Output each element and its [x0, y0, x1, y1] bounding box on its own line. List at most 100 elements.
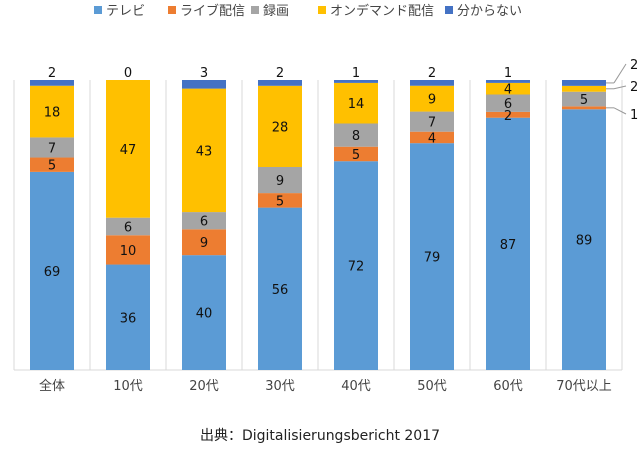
leader-line	[613, 63, 627, 84]
bar-segment	[562, 91, 606, 107]
legend-item: 録画	[251, 4, 289, 19]
gridlines	[13, 80, 623, 371]
legend-swatch	[168, 6, 176, 14]
bar-segment	[486, 94, 530, 112]
bar-segment	[182, 212, 226, 230]
bar-segment	[258, 80, 302, 86]
bar-segment	[30, 157, 74, 172]
bar-segment	[486, 82, 530, 95]
data-label: 2	[276, 66, 284, 81]
bar-segment	[410, 85, 454, 112]
bar-segment	[410, 80, 454, 86]
data-label: 2	[428, 66, 436, 81]
x-tick-label: 20代	[189, 379, 219, 394]
data-label: 1	[352, 66, 360, 81]
legend-label: 録画	[263, 4, 289, 19]
data-label: 0	[124, 66, 132, 81]
legend-swatch	[318, 6, 326, 14]
legend-label: オンデマンド配信	[330, 3, 434, 19]
data-label: 69	[44, 265, 61, 280]
bar-segment	[258, 193, 302, 208]
bar-segment	[486, 117, 530, 370]
bar-segment	[258, 207, 302, 370]
legend-label: 分からない	[457, 4, 522, 19]
legend-label: テレビ	[106, 4, 145, 19]
data-label: 89	[576, 234, 593, 249]
data-label: 6	[124, 220, 132, 235]
x-tick-label: 40代	[341, 379, 371, 394]
data-label: 5	[580, 93, 588, 108]
data-label: 5	[352, 148, 360, 163]
data-label: 28	[272, 120, 289, 135]
x-tick-label: 10代	[113, 379, 143, 394]
bar-segment	[182, 80, 226, 89]
legend-item: オンデマンド配信	[318, 3, 434, 19]
bar-segment	[30, 85, 74, 138]
bar-segment	[410, 143, 454, 370]
data-label: 5	[276, 194, 284, 209]
data-label: 2	[630, 80, 638, 95]
bar-segment	[486, 80, 530, 83]
bar-segment	[334, 161, 378, 370]
bar-segment	[30, 80, 74, 86]
bar-segment	[334, 82, 378, 124]
x-tick-label: 70代以上	[556, 379, 612, 394]
bar-segment	[258, 167, 302, 194]
bar-segment	[562, 109, 606, 370]
x-tick-label: 30代	[265, 379, 295, 394]
bar-segment	[106, 80, 150, 218]
data-label: 9	[428, 93, 436, 108]
bar-segment	[410, 111, 454, 132]
data-label: 36	[120, 311, 137, 326]
data-label: 2	[504, 109, 512, 124]
data-label: 2	[630, 58, 638, 73]
bar-segment	[182, 255, 226, 370]
data-label: 87	[500, 238, 517, 253]
bar-segment	[334, 123, 378, 147]
bar-segment	[182, 229, 226, 256]
data-label: 1	[630, 108, 638, 123]
data-label: 18	[44, 106, 61, 121]
data-label: 5	[48, 159, 56, 174]
x-tick-label: 50代	[417, 379, 447, 394]
data-label: 1	[504, 66, 512, 81]
data-label: 4	[504, 83, 512, 98]
legend-swatch	[251, 6, 259, 14]
legend-label: ライブ配信	[180, 3, 245, 19]
data-label: 7	[48, 141, 56, 156]
bar-segment	[410, 131, 454, 144]
data-label: 9	[200, 236, 208, 251]
bar-segment	[106, 264, 150, 370]
legend-item: テレビ	[94, 4, 145, 19]
legend-swatch	[445, 6, 453, 14]
bar-segment	[486, 111, 530, 118]
data-label: 14	[348, 97, 365, 112]
data-label: 3	[200, 66, 208, 81]
data-label: 43	[196, 144, 213, 159]
legend-item: 分からない	[445, 4, 522, 19]
data-label: 2	[48, 66, 56, 81]
data-label: 7	[428, 116, 436, 131]
bars	[30, 80, 606, 370]
bar-segment	[106, 217, 150, 236]
bar-segment	[258, 85, 302, 167]
bar-segment	[334, 146, 378, 162]
bar-segment	[562, 106, 606, 110]
data-label: 6	[504, 97, 512, 112]
data-label: 79	[424, 251, 441, 266]
data-labels: 6957182361064704096433565928272581417947…	[44, 58, 639, 326]
x-tick-label: 60代	[493, 379, 523, 394]
data-label: 10	[120, 244, 137, 259]
x-tick-label: 全体	[39, 378, 65, 394]
bar-segment	[562, 85, 606, 92]
x-axis: 全体 10代 20代 30代 40代 50代 60代 70代以上	[39, 378, 612, 394]
leader-line	[613, 107, 627, 115]
data-label: 6	[200, 215, 208, 230]
bar-segment	[106, 235, 150, 265]
bar-segment	[182, 88, 226, 213]
bar-segment	[334, 80, 378, 83]
data-label: 4	[428, 131, 436, 146]
legend-swatch	[94, 6, 102, 14]
data-label: 40	[196, 307, 213, 322]
